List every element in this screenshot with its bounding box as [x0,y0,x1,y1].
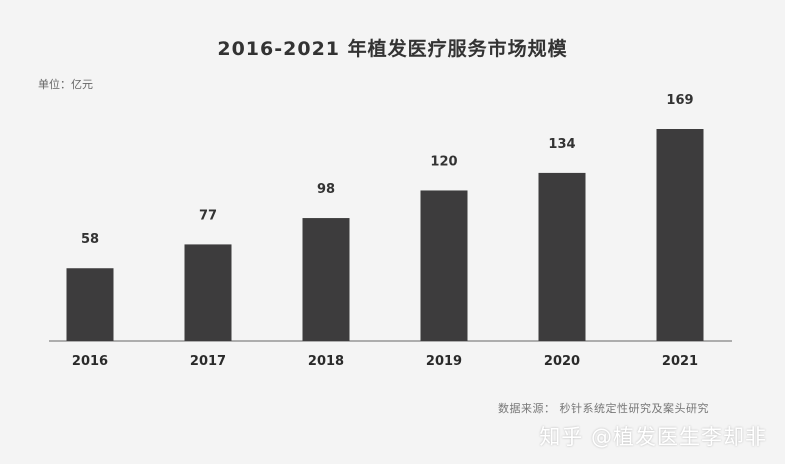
x-tick-label-2017: 2017 [190,354,226,369]
value-label-2020: 134 [548,137,575,152]
value-label-2021: 169 [666,93,693,108]
bar-2016 [66,268,114,341]
x-tick-label-2019: 2019 [426,354,462,369]
x-tick-label-2020: 2020 [544,354,580,369]
bar-2020 [538,172,586,341]
chart-title: 2016-2021 年植发医疗服务市场规模 [217,38,568,60]
bar-2017 [184,244,232,341]
bar-2019 [420,190,468,341]
source-note: 数据来源： 秒针系统定性研究及案头研究 [498,402,709,415]
value-label-2019: 120 [430,154,457,169]
x-tick-label-2018: 2018 [308,354,344,369]
x-tick-label-2016: 2016 [72,354,108,369]
bar-2021 [656,129,704,341]
value-label-2017: 77 [199,208,217,223]
bar-2018 [302,218,350,341]
value-label-2018: 98 [317,182,335,197]
watermark: 知乎 @植发医生李却非 [539,425,767,449]
unit-label: 单位：亿元 [38,78,93,91]
value-label-2016: 58 [81,232,99,247]
x-tick-label-2021: 2021 [662,354,698,369]
